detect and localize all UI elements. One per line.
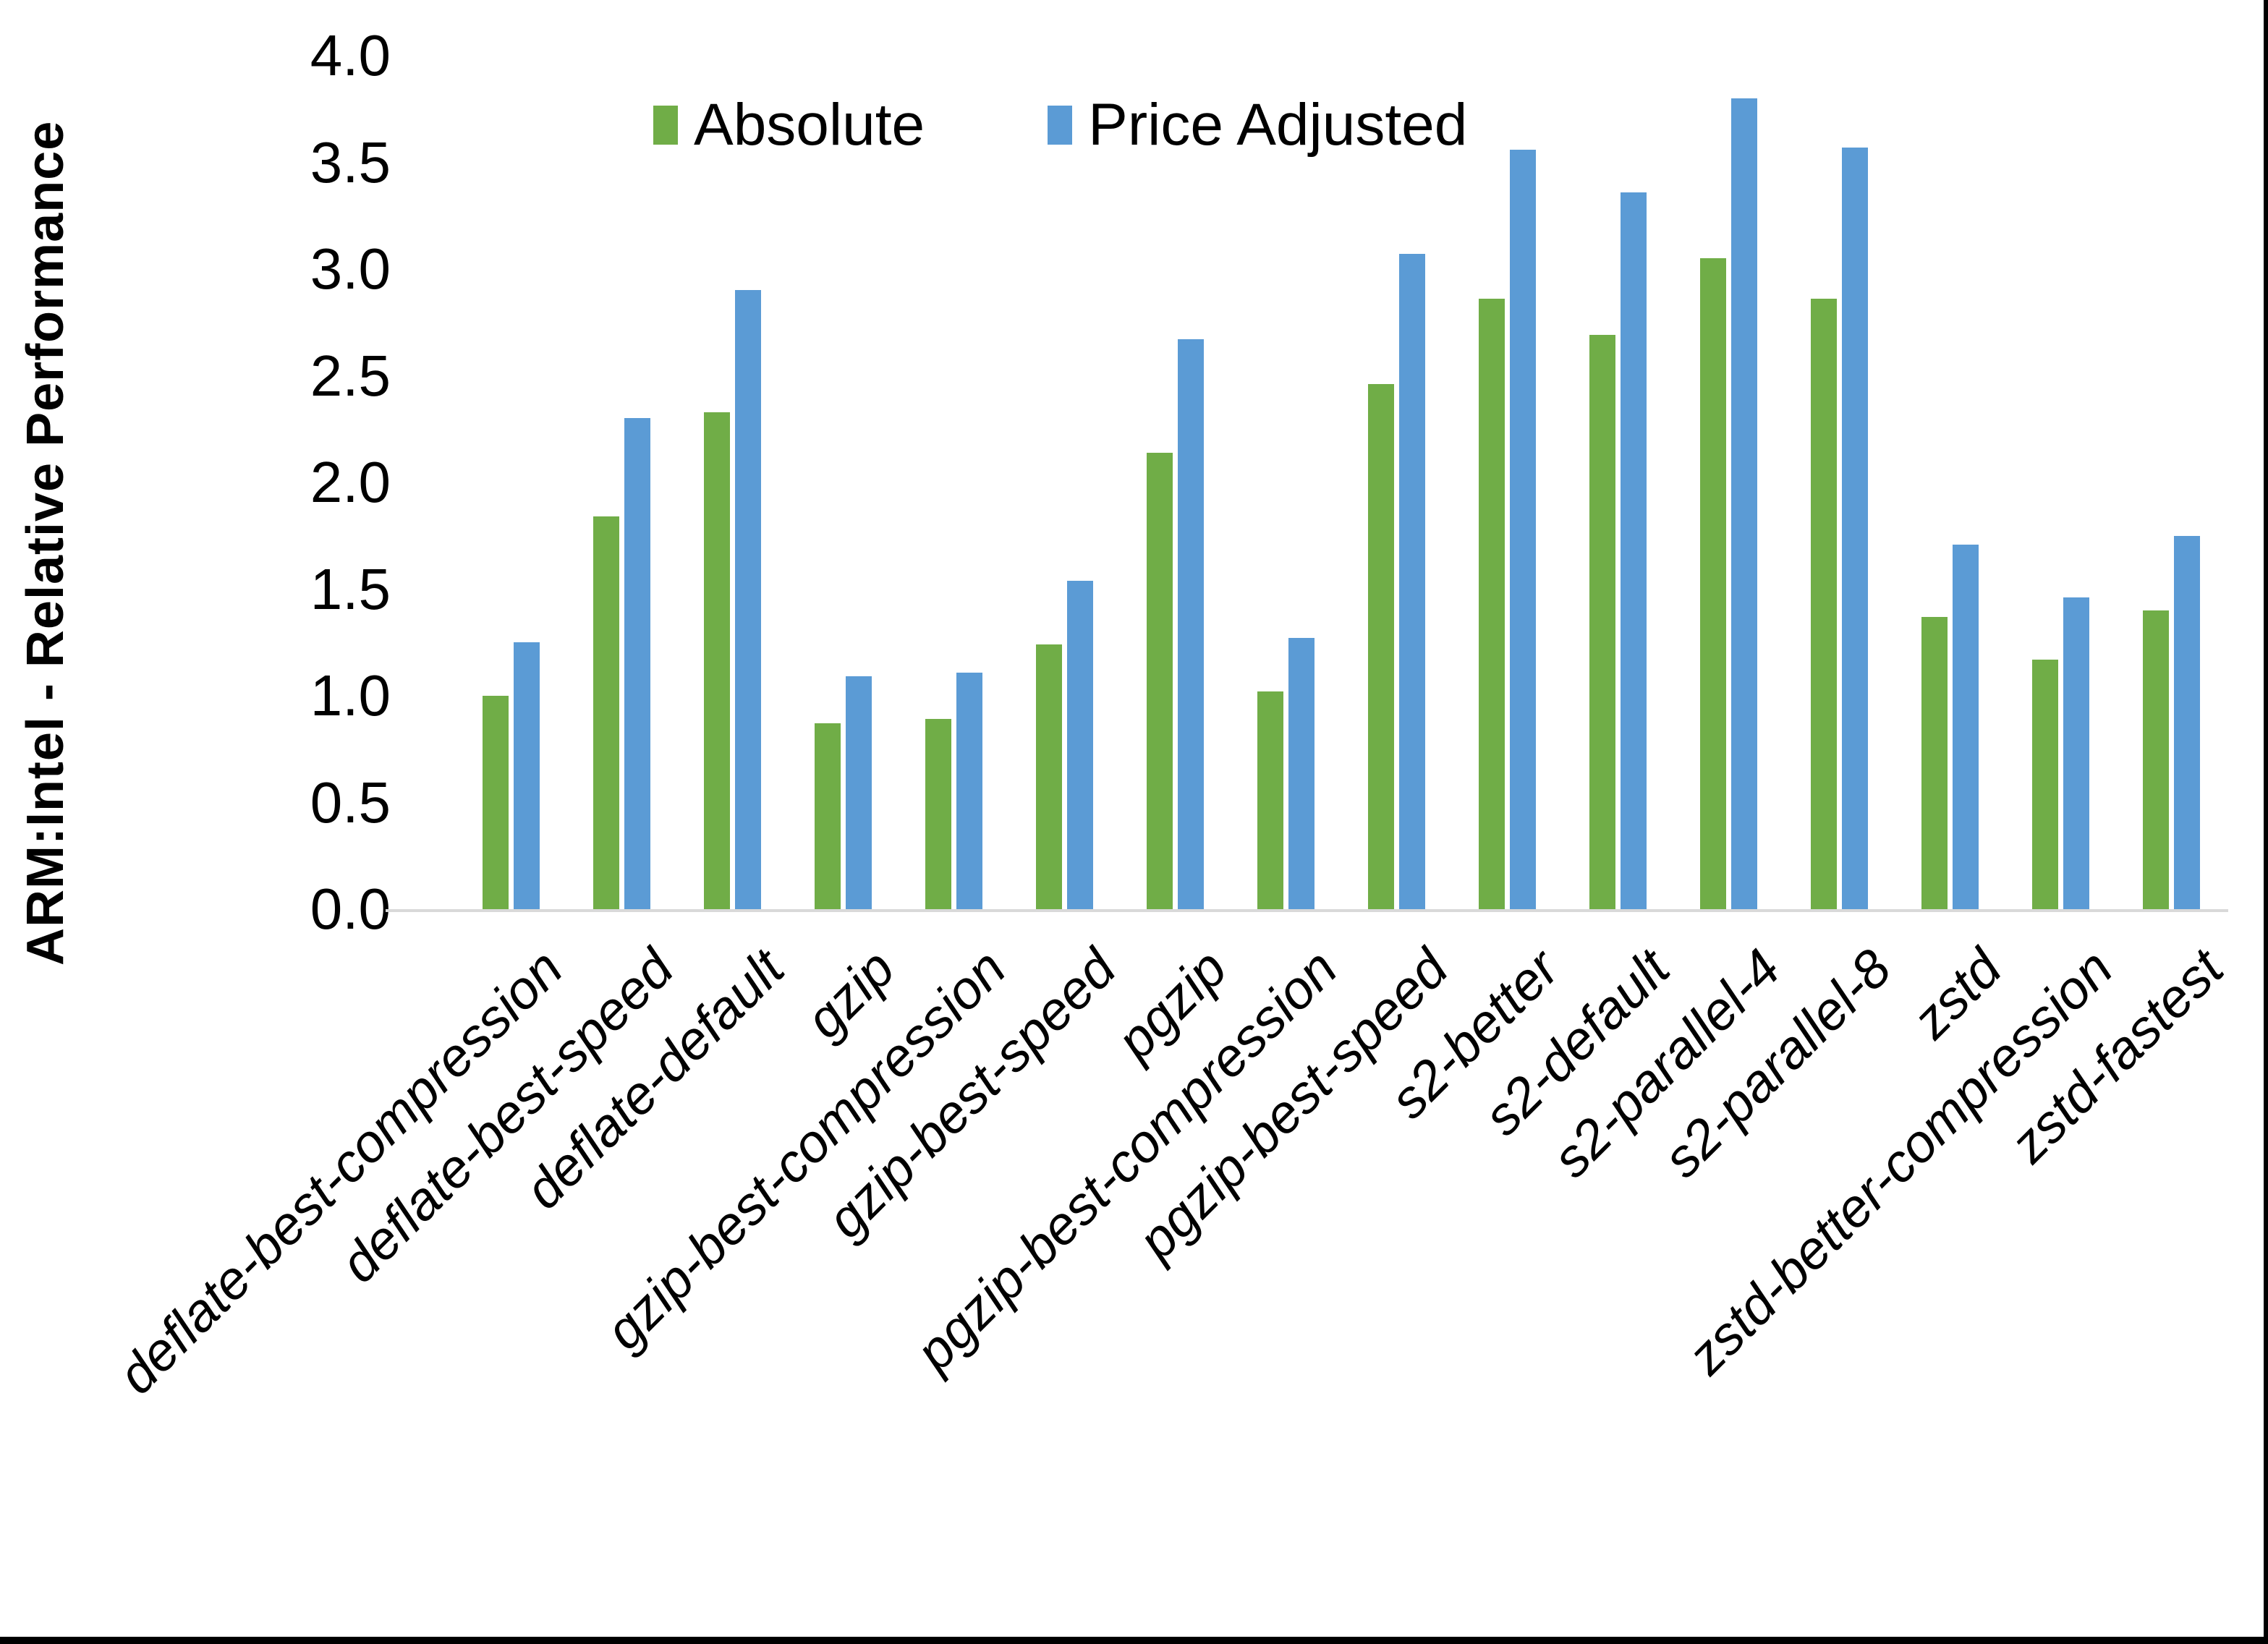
bar-s2-better-price-adjusted	[1510, 150, 1536, 909]
y-tick-label: 3.0	[310, 237, 391, 301]
y-tick-label: 3.5	[310, 129, 391, 195]
y-tick-label: 2.5	[310, 343, 391, 408]
bar-pgzip-best-compression-absolute	[1257, 691, 1283, 909]
bar-deflate-default-absolute	[704, 412, 730, 909]
bar-gzip-absolute	[815, 723, 841, 909]
bar-s2-parallel-4-price-adjusted	[1731, 98, 1757, 909]
bar-zstd-fastest-price-adjusted	[2174, 536, 2200, 909]
bar-gzip-price-adjusted	[846, 676, 872, 909]
bar-deflate-default-price-adjusted	[735, 290, 761, 909]
bar-gzip-best-compression-absolute	[925, 719, 951, 909]
bar-zstd-better-compression-absolute	[2032, 660, 2058, 909]
bar-pgzip-best-speed-absolute	[1368, 384, 1394, 909]
y-tick-label: 1.0	[310, 663, 391, 728]
x-axis-baseline	[386, 909, 2228, 912]
bar-zstd-fastest-absolute	[2143, 610, 2169, 909]
bar-s2-parallel-8-price-adjusted	[1842, 148, 1868, 909]
legend-item-price-adjusted: Price Adjusted	[1048, 91, 1467, 159]
price-adjusted-series-swatch-icon	[1048, 106, 1073, 145]
bar-deflate-best-speed-absolute	[593, 516, 619, 909]
bar-zstd-absolute	[1921, 617, 1948, 909]
right-border-strip	[2264, 0, 2268, 1644]
bar-pgzip-absolute	[1147, 453, 1173, 909]
bar-s2-default-absolute	[1589, 335, 1615, 909]
y-axis-title: ARM:Intel - Relative Performance	[17, 120, 75, 966]
y-tick-label: 2.0	[310, 450, 391, 514]
bar-gzip-best-compression-price-adjusted	[956, 673, 982, 909]
bar-s2-default-price-adjusted	[1621, 192, 1647, 909]
legend-label-price-adjusted: Price Adjusted	[1088, 92, 1468, 158]
bar-s2-parallel-8-absolute	[1811, 299, 1837, 909]
absolute-series-swatch-icon	[653, 106, 678, 145]
bar-pgzip-best-compression-price-adjusted	[1288, 638, 1314, 909]
legend-label-absolute: Absolute	[694, 92, 925, 158]
bar-pgzip-best-speed-price-adjusted	[1399, 254, 1425, 909]
y-tick-label: 0.5	[310, 770, 391, 835]
y-tick-label: 0.0	[310, 877, 391, 941]
bar-deflate-best-speed-price-adjusted	[624, 418, 650, 909]
bar-gzip-best-speed-price-adjusted	[1067, 581, 1093, 909]
bar-gzip-best-speed-absolute	[1036, 644, 1062, 909]
bar-deflate-best-compression-absolute	[483, 696, 509, 909]
bar-s2-parallel-4-absolute	[1700, 258, 1726, 909]
bar-zstd-better-compression-price-adjusted	[2063, 597, 2089, 909]
chart-legend: Absolute Price Adjusted	[653, 91, 1467, 159]
bar-deflate-best-compression-price-adjusted	[514, 642, 540, 909]
y-tick-label: 1.5	[310, 556, 391, 621]
bar-zstd-price-adjusted	[1953, 545, 1979, 909]
y-tick-label: 4.0	[310, 23, 391, 88]
legend-item-absolute: Absolute	[653, 91, 925, 159]
bottom-border-bar	[0, 1637, 2268, 1644]
bar-pgzip-price-adjusted	[1178, 339, 1204, 909]
bar-s2-better-absolute	[1479, 299, 1505, 909]
x-tick-label: deflate-best-compression	[106, 937, 574, 1405]
